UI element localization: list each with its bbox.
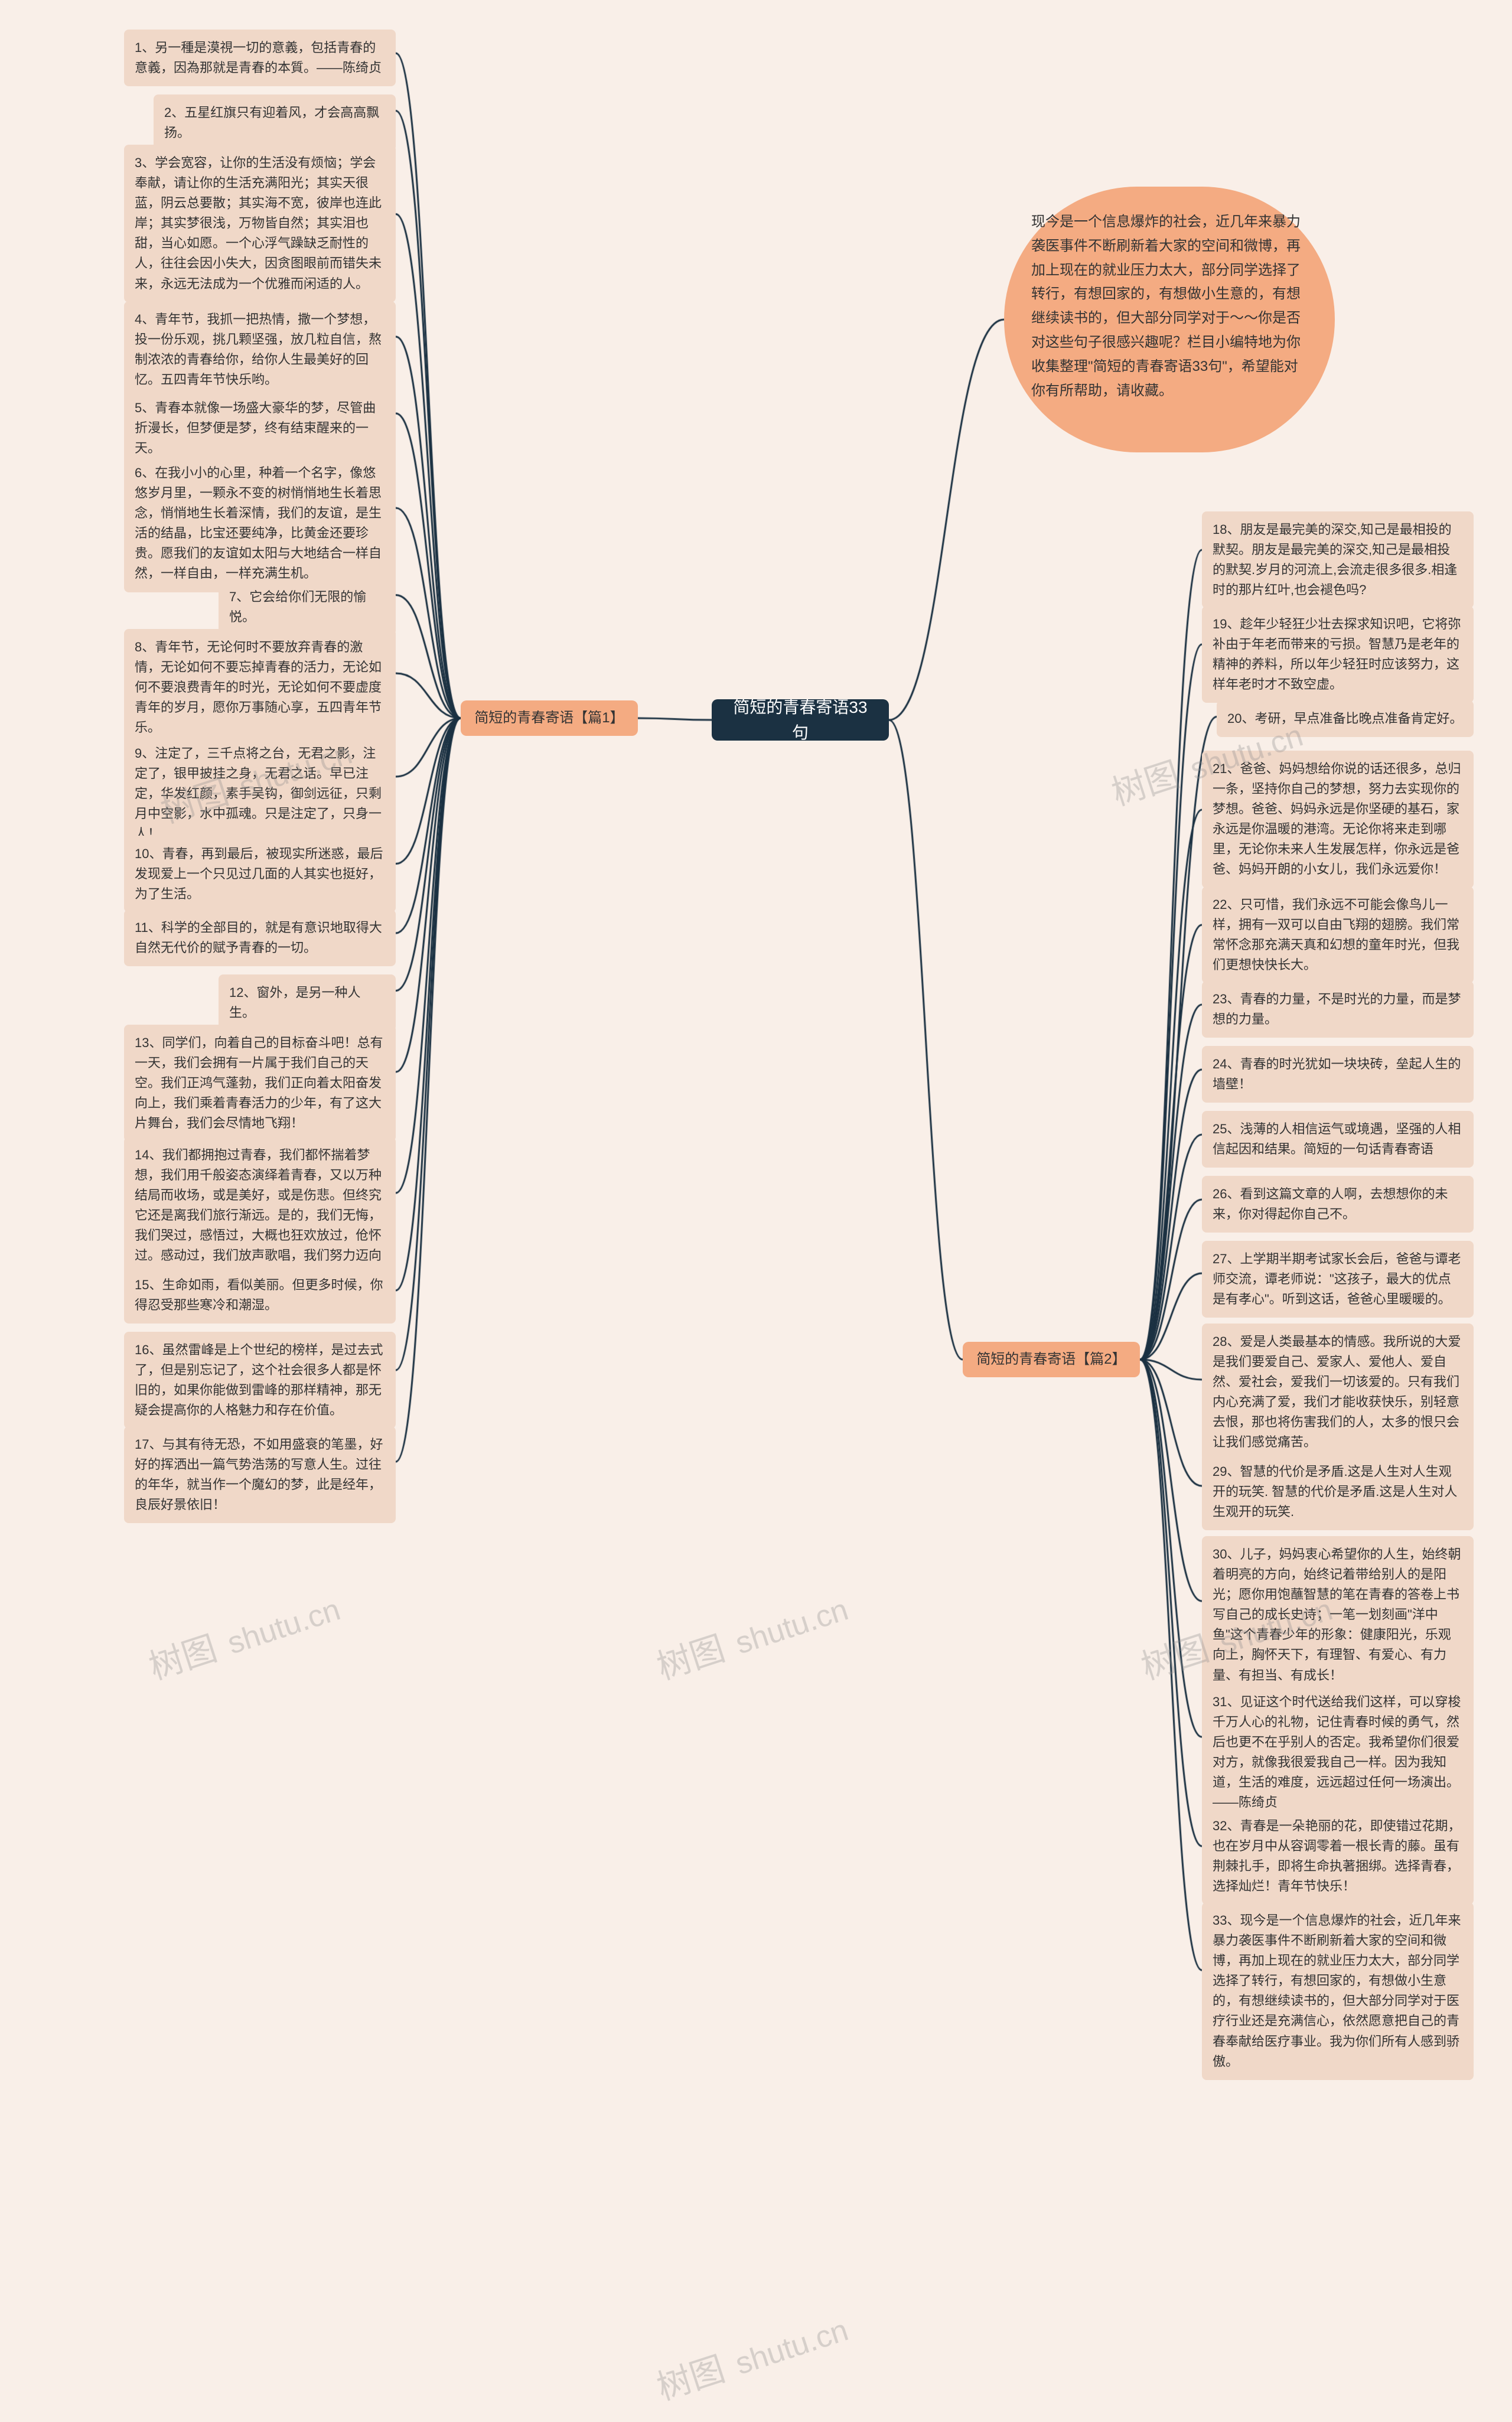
- right-leaf: 22、只可惜，我们永远不可能会像鸟儿一样，拥有一双可以自由飞翔的翅膀。我们常常怀…: [1202, 886, 1474, 983]
- right-leaf: 24、青春的时光犹如一块块砖，垒起人生的墙壁！: [1202, 1046, 1474, 1103]
- right-leaf: 33、现今是一个信息爆炸的社会，近几年来暴力袭医事件不断刷新着大家的空间和微博，…: [1202, 1902, 1474, 2080]
- intro-node: 现今是一个信息爆炸的社会，近几年来暴力袭医事件不断刷新着大家的空间和微博，再加上…: [1004, 187, 1335, 452]
- right-leaf: 31、见证这个时代送给我们这样，可以穿梭千万人心的礼物，记住青春时候的勇气，然后…: [1202, 1684, 1474, 1821]
- right-leaf: 21、爸爸、妈妈想给你说的话还很多，总归一条，坚持你自己的梦想，努力去实现你的梦…: [1202, 751, 1474, 888]
- left-leaf: 10、青春，再到最后，被现实所迷惑，最后发现爱上一个只见过几面的人其实也挺好，为…: [124, 836, 396, 912]
- left-leaf: 3、学会宽容，让你的生活没有烦恼；学会奉献，请让你的生活充满阳光；其实天很蓝，阴…: [124, 145, 396, 302]
- right-leaf: 23、青春的力量，不是时光的力量，而是梦想的力量。: [1202, 981, 1474, 1038]
- right-leaf: 18、朋友是最完美的深交,知己是最相投的默契。朋友是最完美的深交,知己是最相投的…: [1202, 511, 1474, 608]
- left-leaf: 1、另一種是漠視一切的意義，包括青春的意義，因為那就是青春的本質。——陈绮贞: [124, 30, 396, 86]
- right-leaf: 29、智慧的代价是矛盾.这是人生对人生观开的玩笑. 智慧的代价是矛盾.这是人生对…: [1202, 1453, 1474, 1530]
- right-leaf: 19、趁年少轻狂少壮去探求知识吧，它将弥补由于年老而带来的亏损。智慧乃是老年的精…: [1202, 606, 1474, 703]
- branch-node: 简短的青春寄语【篇2】: [963, 1342, 1140, 1377]
- right-leaf: 27、上学期半期考试家长会后，爸爸与谭老师交流，谭老师说："这孩子，最大的优点是…: [1202, 1241, 1474, 1318]
- right-leaf: 25、浅薄的人相信运气或境遇，坚强的人相信起因和结果。简短的一句话青春寄语: [1202, 1111, 1474, 1168]
- left-leaf: 12、窗外，是另一种人生。: [219, 974, 396, 1031]
- right-leaf: 32、青春是一朵艳丽的花，即使错过花期，也在岁月中从容调零着一根长青的藤。虽有荆…: [1202, 1808, 1474, 1905]
- left-leaf: 2、五星红旗只有迎着风，才会高高飘扬。: [154, 94, 396, 151]
- branch-node: 简短的青春寄语【篇1】: [461, 700, 638, 736]
- left-leaf: 15、生命如雨，看似美丽。但更多时候，你得忍受那些寒冷和潮湿。: [124, 1267, 396, 1324]
- right-leaf: 28、爱是人类最基本的情感。我所说的大爱是我们要爱自己、爱家人、爱他人、爱自然、…: [1202, 1324, 1474, 1461]
- left-leaf: 4、青年节，我抓一把热情，撒一个梦想，投一份乐观，挑几颗坚强，放几粒自信，熬制浓…: [124, 301, 396, 398]
- left-leaf: 13、同学们，向着自己的目标奋斗吧！总有一天，我们会拥有一片属于我们自己的天空。…: [124, 1025, 396, 1142]
- left-leaf: 8、青年节，无论何时不要放弃青春的激情，无论如何不要忘掉青春的活力，无论如何不要…: [124, 629, 396, 746]
- left-leaf: 6、在我小小的心里，种着一个名字，像悠悠岁月里，一颗永不变的树悄悄地生长着思念，…: [124, 455, 396, 592]
- left-leaf: 9、注定了，三千点将之台，无君之影，注定了，银甲披挂之身，无君之话。早已注定，华…: [124, 735, 396, 852]
- left-leaf: 11、科学的全部目的，就是有意识地取得大自然无代价的赋予青春的一切。: [124, 910, 396, 966]
- left-leaf: 7、它会给你们无限的愉悦。: [219, 579, 396, 635]
- right-leaf: 26、看到这篇文章的人啊，去想想你的未来，你对得起你自己不。: [1202, 1176, 1474, 1233]
- left-leaf: 17、与其有待无恐，不如用盛衰的笔墨，好好的挥洒出一篇气势浩荡的写意人生。过往的…: [124, 1426, 396, 1523]
- right-leaf: 30、儿子，妈妈衷心希望你的人生，始终朝着明亮的方向，始终记着带给别人的是阳光；…: [1202, 1536, 1474, 1694]
- left-leaf: 16、虽然雷峰是上个世纪的榜样，是过去式了，但是别忘记了，这个社会很多人都是怀旧…: [124, 1332, 396, 1429]
- root-node: 简短的青春寄语33句: [712, 699, 889, 741]
- right-leaf: 20、考研，早点准备比晚点准备肯定好。: [1217, 700, 1474, 737]
